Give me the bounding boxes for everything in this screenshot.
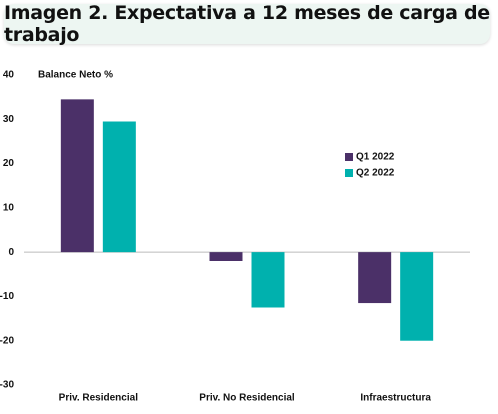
bar bbox=[251, 252, 285, 308]
x-tick-label: Priv. No Residencial bbox=[199, 393, 295, 404]
legend-swatch bbox=[345, 153, 353, 161]
y-tick-label: 0 bbox=[8, 247, 14, 258]
y-tick-label: -20 bbox=[0, 335, 14, 346]
y-tick-label: 40 bbox=[3, 70, 15, 81]
y-tick-label: 10 bbox=[3, 202, 15, 213]
legend-label: Q2 2022 bbox=[356, 168, 395, 179]
bar bbox=[358, 252, 392, 304]
bar bbox=[209, 252, 243, 261]
legend-swatch bbox=[345, 169, 353, 177]
y-tick-label: -30 bbox=[0, 380, 14, 391]
y-axis-label: Balance Neto % bbox=[38, 70, 113, 81]
bar bbox=[102, 121, 136, 253]
chart-title: Imagen 2. Expectativa a 12 meses de carg… bbox=[4, 2, 490, 46]
bar bbox=[400, 252, 434, 341]
legend-label: Q1 2022 bbox=[356, 152, 395, 163]
bar bbox=[60, 99, 94, 253]
y-tick-label: -10 bbox=[0, 291, 14, 302]
y-tick-label: 20 bbox=[3, 158, 15, 169]
x-tick-label: Priv. Residencial bbox=[59, 393, 139, 404]
y-tick-label: 30 bbox=[3, 114, 15, 125]
x-tick-label: Infraestructura bbox=[360, 393, 431, 404]
